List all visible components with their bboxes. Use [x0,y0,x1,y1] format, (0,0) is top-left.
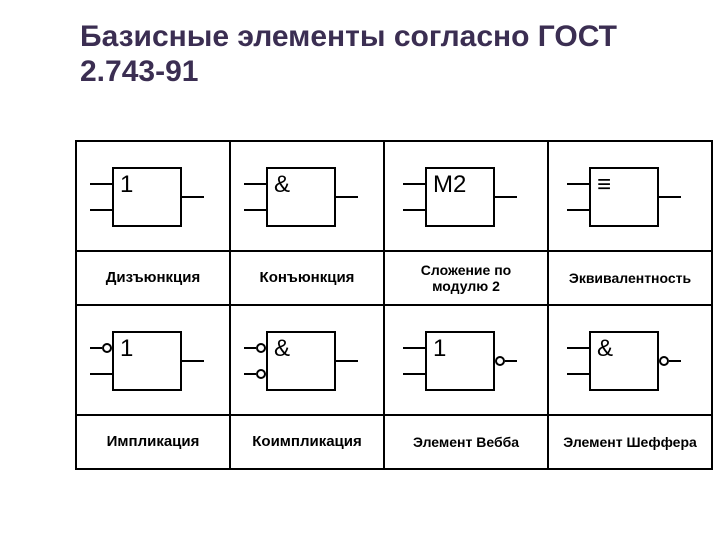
gate-symbol: 1 [120,171,133,199]
gate-pin [244,373,256,375]
gate-symbol: ≡ [597,171,611,199]
inversion-bubble [102,343,112,353]
gate-pin [403,347,425,349]
label-row-2: Импликация Коимпликация Элемент Вебба Эл… [76,415,712,469]
gate-pin [505,360,517,362]
gate-symbol: & [274,335,290,363]
gate-pin [336,196,358,198]
gate-pin [182,360,204,362]
symbol-row-2: 1 & 1 & [76,305,712,415]
gate-box: 1 [112,167,182,227]
label-r2c3: Элемент Вебба [384,415,548,469]
gate-pin [403,183,425,185]
inversion-bubble [256,343,266,353]
label-r2c1: Импликация [76,415,230,469]
elements-table: 1 & M2 ≡ Дизъюнкция Конъюнкция Сложение … [75,140,713,470]
label-r1c4: Эквивалентность [548,251,712,305]
cell-r2c4: & [548,305,712,415]
gate-pin [244,347,256,349]
gate-pin [90,183,112,185]
cell-r2c3: 1 [384,305,548,415]
label-r1c3: Сложение по модулю 2 [384,251,548,305]
cell-r2c1: 1 [76,305,230,415]
gate-box: & [266,167,336,227]
label-r1c2: Конъюнкция [230,251,384,305]
inversion-bubble [495,356,505,366]
gate-symbol: & [597,335,613,363]
gate-pin [90,209,112,211]
inversion-bubble [256,369,266,379]
inversion-bubble [659,356,669,366]
gate-pin [669,360,681,362]
gate-box: & [266,331,336,391]
gate-pin [182,196,204,198]
label-r1c1: Дизъюнкция [76,251,230,305]
gate-pin [567,183,589,185]
symbol-row-1: 1 & M2 ≡ [76,141,712,251]
cell-r1c1: 1 [76,141,230,251]
gate-box: 1 [112,331,182,391]
gate-pin [403,373,425,375]
gate-pin [495,196,517,198]
cell-r1c2: & [230,141,384,251]
gate-pin [659,196,681,198]
page-title: Базисные элементы согласно ГОСТ 2.743-91 [80,20,640,89]
gate-symbol: M2 [433,171,466,199]
gate-pin [567,373,589,375]
gate-symbol: 1 [433,335,446,363]
gate-pin [90,347,102,349]
gate-box: 1 [425,331,495,391]
gate-box: M2 [425,167,495,227]
gate-symbol: & [274,171,290,199]
gate-symbol: 1 [120,335,133,363]
cell-r2c2: & [230,305,384,415]
cell-r1c4: ≡ [548,141,712,251]
gate-pin [336,360,358,362]
label-row-1: Дизъюнкция Конъюнкция Сложение по модулю… [76,251,712,305]
gate-pin [567,347,589,349]
gate-box: & [589,331,659,391]
gate-pin [90,373,112,375]
cell-r1c3: M2 [384,141,548,251]
gate-pin [403,209,425,211]
gate-pin [244,209,266,211]
label-r2c4: Элемент Шеффера [548,415,712,469]
gate-box: ≡ [589,167,659,227]
gate-pin [567,209,589,211]
gate-pin [244,183,266,185]
label-r2c2: Коимпликация [230,415,384,469]
